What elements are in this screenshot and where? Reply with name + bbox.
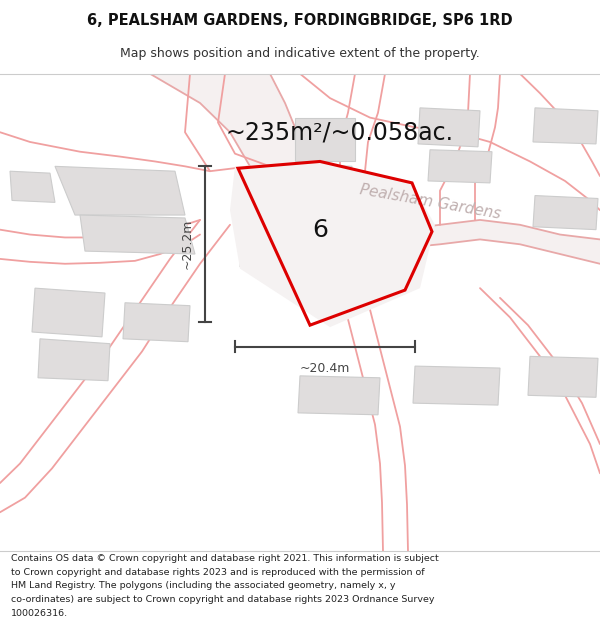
Polygon shape: [533, 108, 598, 144]
Polygon shape: [298, 376, 380, 415]
Polygon shape: [123, 302, 190, 342]
Text: ~25.2m: ~25.2m: [181, 219, 193, 269]
Polygon shape: [528, 356, 598, 398]
Polygon shape: [240, 215, 305, 267]
Polygon shape: [38, 339, 110, 381]
Text: HM Land Registry. The polygons (including the associated geometry, namely x, y: HM Land Registry. The polygons (includin…: [11, 581, 395, 591]
Text: 6, PEALSHAM GARDENS, FORDINGBRIDGE, SP6 1RD: 6, PEALSHAM GARDENS, FORDINGBRIDGE, SP6 …: [87, 13, 513, 28]
Polygon shape: [533, 196, 598, 229]
Text: to Crown copyright and database rights 2023 and is reproduced with the permissio: to Crown copyright and database rights 2…: [11, 568, 424, 577]
Polygon shape: [418, 108, 480, 147]
Text: Map shows position and indicative extent of the property.: Map shows position and indicative extent…: [120, 47, 480, 59]
Polygon shape: [150, 74, 600, 264]
Polygon shape: [80, 215, 195, 254]
Polygon shape: [230, 161, 435, 327]
Polygon shape: [428, 150, 492, 183]
Text: co-ordinates) are subject to Crown copyright and database rights 2023 Ordnance S: co-ordinates) are subject to Crown copyr…: [11, 595, 434, 604]
Text: 100026316.: 100026316.: [11, 609, 68, 618]
Text: 6: 6: [312, 217, 328, 242]
Polygon shape: [55, 166, 185, 215]
Polygon shape: [10, 171, 55, 202]
Text: Contains OS data © Crown copyright and database right 2021. This information is : Contains OS data © Crown copyright and d…: [11, 554, 439, 563]
Polygon shape: [413, 366, 500, 405]
Text: ~20.4m: ~20.4m: [300, 361, 350, 374]
Polygon shape: [32, 288, 105, 337]
Text: ~235m²/~0.058ac.: ~235m²/~0.058ac.: [226, 120, 454, 144]
Polygon shape: [293, 163, 352, 196]
Text: Pealsham Gardens: Pealsham Gardens: [358, 182, 502, 222]
Polygon shape: [295, 118, 355, 161]
